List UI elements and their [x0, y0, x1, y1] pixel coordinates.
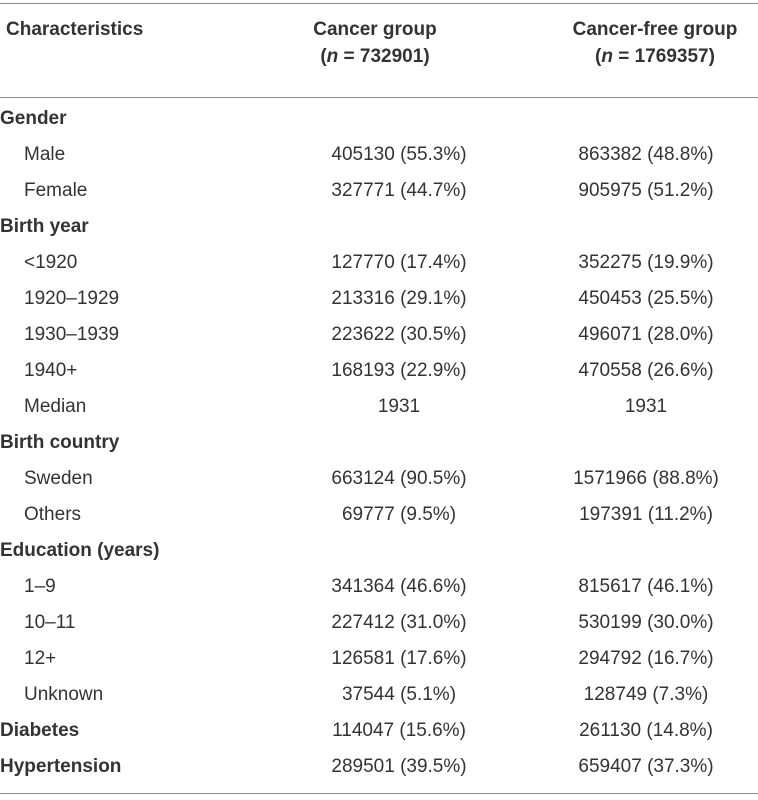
row-label: 1–9 [24, 576, 56, 597]
cancer-group-value: 1931 [377, 396, 421, 417]
row-label: Education (years) [0, 540, 160, 561]
table-row: Gender [0, 101, 758, 137]
bottom-rule [0, 793, 758, 794]
cancer-free-group-value: 197391 (11.2%) [579, 504, 713, 525]
top-rule [0, 3, 758, 4]
cancer-free-group-value [534, 209, 758, 245]
row-label: Sweden [24, 468, 93, 489]
cancer-free-group-value [534, 101, 758, 137]
cancer-group-value: 227412 (31.0%) [331, 612, 467, 633]
cancer-group-value: 341364 (46.6%) [331, 576, 467, 597]
cancer-free-group-value: 1571966 (88.8%) [573, 468, 719, 489]
cancer-group-value: 69777 (9.5%) [341, 504, 457, 525]
row-label: Unknown [24, 684, 104, 705]
cancer-free-group-value: 352275 (19.9%) [578, 252, 714, 273]
header-cancer-label: Cancer group [313, 19, 437, 40]
cancer-group-value: 405130 (55.3%) [331, 144, 467, 165]
cancer-free-group-value: 496071 (28.0%) [578, 324, 714, 345]
cancer-free-group-value [534, 533, 758, 569]
table-row: Female 327771 (44.7%) 905975 (51.2%) [0, 173, 758, 209]
header-cancer-group: Cancer group (n = 732901) [240, 16, 510, 70]
cancer-free-group-value [534, 425, 758, 461]
table-row: Diabetes 114047 (15.6%) 261130 (14.8%) [0, 713, 758, 749]
cancer-free-group-value: 905975 (51.2%) [578, 180, 714, 201]
header-cancer-free-group: Cancer-free group (n = 1769357) [520, 16, 758, 70]
row-label: 1940+ [24, 360, 78, 381]
table-row: Median 1931 1931 [0, 389, 758, 425]
row-label: 10–11 [24, 612, 76, 633]
row-label: Others [24, 504, 82, 525]
table-row: Unknown 37544 (5.1%) 128749 (7.3%) [0, 677, 758, 713]
table-row: 1920–1929 213316 (29.1%) 450453 (25.5%) [0, 281, 758, 317]
cancer-group-value [264, 101, 534, 137]
cancer-group-value: 327771 (44.7%) [331, 180, 467, 201]
table-row: 1930–1939 223622 (30.5%) 496071 (28.0%) [0, 317, 758, 353]
table-row: 1940+ 168193 (22.9%) 470558 (26.6%) [0, 353, 758, 389]
cancer-group-value: 289501 (39.5%) [331, 756, 467, 777]
table-row: Others 69777 (9.5%) 197391 (11.2%) [0, 497, 758, 533]
row-label: Female [24, 180, 88, 201]
table-row: 12+ 126581 (17.6%) 294792 (16.7%) [0, 641, 758, 677]
header-rule [0, 97, 758, 98]
cancer-free-group-value: 128749 (7.3%) [583, 684, 709, 705]
cancer-group-value: 126581 (17.6%) [331, 648, 467, 669]
cancer-free-group-value: 1931 [624, 396, 668, 417]
header-characteristics: Characteristics [6, 16, 143, 43]
header-cancer-n: (n = 732901) [320, 46, 430, 67]
table-row: Education (years) [0, 533, 758, 569]
cancer-group-value: 168193 (22.9%) [331, 360, 467, 381]
cancer-group-value [264, 533, 534, 569]
row-label: Diabetes [0, 720, 80, 741]
cancer-group-value: 127770 (17.4%) [331, 252, 467, 273]
cancer-group-value [264, 425, 534, 461]
header-characteristics-label: Characteristics [6, 19, 144, 40]
table-row: <1920 127770 (17.4%) 352275 (19.9%) [0, 245, 758, 281]
cancer-free-group-value: 815617 (46.1%) [578, 576, 714, 597]
table-row: 10–11 227412 (31.0%) 530199 (30.0%) [0, 605, 758, 641]
cancer-free-group-value: 530199 (30.0%) [578, 612, 714, 633]
cancer-free-group-value: 261130 (14.8%) [579, 720, 713, 741]
cancer-free-group-value: 659407 (37.3%) [578, 756, 714, 777]
cancer-group-value: 663124 (90.5%) [331, 468, 467, 489]
row-label: Birth country [0, 432, 120, 453]
table-row: 1–9 341364 (46.6%) 815617 (46.1%) [0, 569, 758, 605]
table-row: Sweden 663124 (90.5%) 1571966 (88.8%) [0, 461, 758, 497]
row-label: 1930–1939 [24, 324, 120, 345]
row-label: Birth year [0, 216, 89, 237]
table-body: Gender Male 405130 (55.3%) 863382 (48.8%) Fe… [0, 101, 758, 785]
table-row: Birth country [0, 425, 758, 461]
cancer-group-value: 223622 (30.5%) [331, 324, 467, 345]
row-label: <1920 [24, 252, 78, 273]
cancer-free-group-value: 863382 (48.8%) [578, 144, 714, 165]
row-label: Gender [0, 108, 67, 129]
cancer-free-group-value: 470558 (26.6%) [578, 360, 714, 381]
row-label: Median [24, 396, 87, 417]
cancer-free-group-value: 294792 (16.7%) [578, 648, 714, 669]
table-row: Male 405130 (55.3%) 863382 (48.8%) [0, 137, 758, 173]
cancer-group-value [264, 209, 534, 245]
cancer-group-value: 114047 (15.6%) [332, 720, 466, 741]
header-free-label: Cancer-free group [572, 19, 738, 40]
cancer-group-value: 213316 (29.1%) [331, 288, 467, 309]
cancer-free-group-value: 450453 (25.5%) [578, 288, 714, 309]
table-row: Hypertension 289501 (39.5%) 659407 (37.3%) [0, 749, 758, 785]
table-row: Birth year [0, 209, 758, 245]
row-label: Hypertension [0, 756, 122, 777]
cancer-group-value: 37544 (5.1%) [341, 684, 457, 705]
row-label: Male [24, 144, 66, 165]
row-label: 1920–1929 [24, 288, 120, 309]
row-label: 12+ [24, 648, 57, 669]
header-free-n: (n = 1769357) [595, 46, 715, 67]
